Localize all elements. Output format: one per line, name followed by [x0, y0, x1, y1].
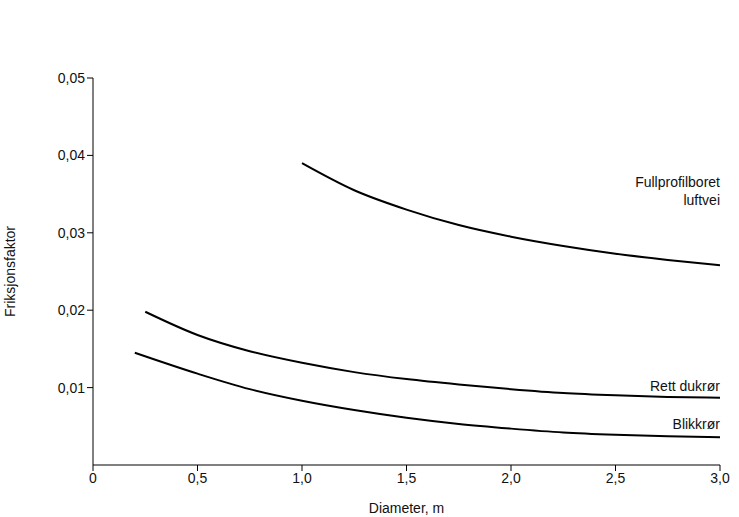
svg-text:Rett dukrør: Rett dukrør — [650, 378, 720, 394]
svg-text:Friksjonsfaktor: Friksjonsfaktor — [2, 226, 18, 317]
svg-text:2,0: 2,0 — [501, 470, 521, 486]
svg-text:Blikkrør: Blikkrør — [673, 416, 721, 432]
svg-text:Diameter, m: Diameter, m — [369, 500, 444, 516]
svg-text:Fullprofilboretluftvei: Fullprofilboretluftvei — [635, 174, 720, 208]
svg-text:0,05: 0,05 — [58, 70, 85, 86]
svg-text:0,02: 0,02 — [58, 302, 85, 318]
svg-text:2,5: 2,5 — [606, 470, 626, 486]
svg-text:3,0: 3,0 — [710, 470, 730, 486]
svg-text:1,5: 1,5 — [397, 470, 417, 486]
svg-text:0,5: 0,5 — [188, 470, 208, 486]
svg-text:0,03: 0,03 — [58, 225, 85, 241]
svg-text:0,04: 0,04 — [58, 147, 85, 163]
svg-text:0: 0 — [89, 470, 97, 486]
svg-text:0,01: 0,01 — [58, 380, 85, 396]
svg-text:1,0: 1,0 — [292, 470, 312, 486]
